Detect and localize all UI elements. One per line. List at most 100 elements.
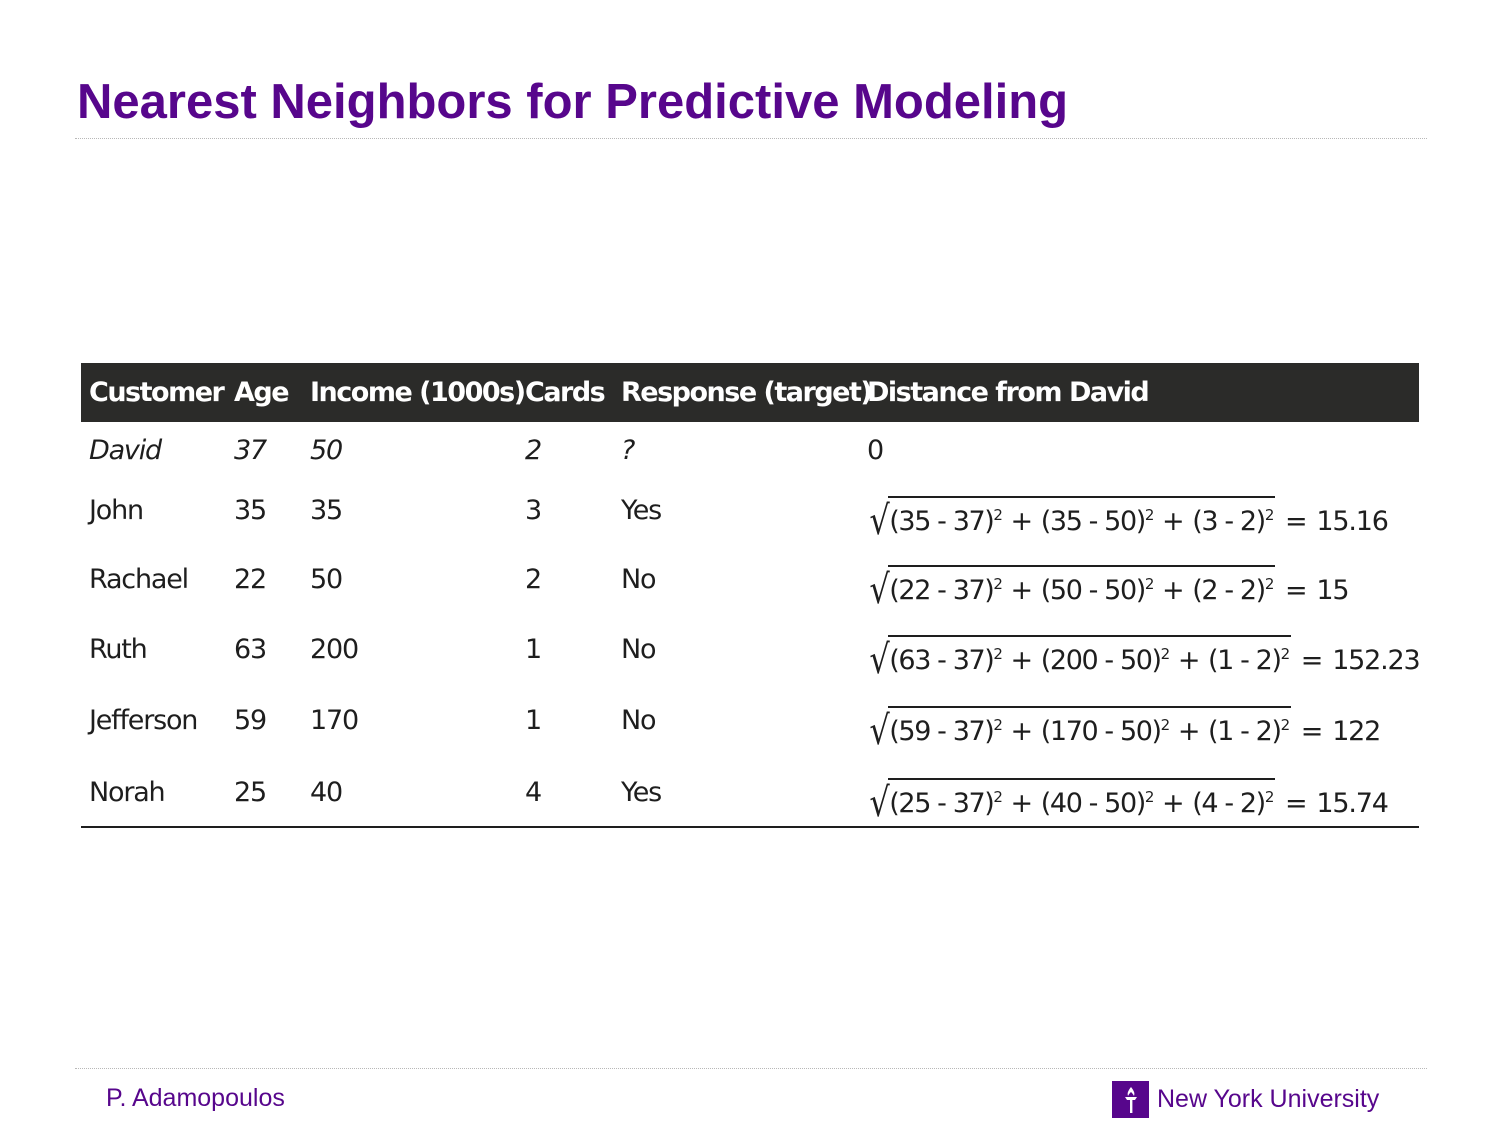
formula-exponent: 2 bbox=[1144, 787, 1155, 806]
cell-response: No bbox=[621, 633, 657, 665]
plus-sign: + bbox=[1010, 644, 1034, 676]
header-income: Income (1000s) bbox=[302, 363, 526, 422]
formula-exponent: 2 bbox=[1264, 574, 1275, 593]
cell-distance: √ (59 - 37)2 + (170 - 50)2 + (1 - 2)2 = 122 bbox=[859, 682, 1419, 758]
formula-result: = 122 bbox=[1300, 715, 1382, 749]
cell-distance: √ (22 - 37)2 + (50 - 50)2 + (2 - 2)2 = 15 bbox=[859, 542, 1419, 616]
cell-cards: 1 bbox=[525, 633, 542, 665]
plus-sign: + bbox=[1177, 644, 1201, 676]
square-root-icon: √ bbox=[869, 636, 889, 683]
table-row: Ruth 63 200 1 No √ (63 - 37)2 + (200 - 50)2 + (1 -… bbox=[81, 616, 1421, 683]
formula-exponent: 2 bbox=[1280, 715, 1291, 734]
formula-term: (63 - 37) bbox=[889, 644, 994, 676]
header-cards: Cards bbox=[517, 363, 613, 422]
cell-cards: 3 bbox=[525, 494, 542, 526]
formula-term: (2 - 2) bbox=[1192, 574, 1266, 606]
cell-age: 37 bbox=[234, 434, 267, 466]
distance-value: 15 bbox=[1316, 574, 1349, 606]
header-distance: Distance from David bbox=[859, 363, 1419, 422]
formula-exponent: 2 bbox=[1264, 505, 1275, 524]
title-divider bbox=[75, 138, 1427, 139]
slide-title: Nearest Neighbors for Predictive Modelin… bbox=[77, 75, 1069, 129]
cell-response: Yes bbox=[621, 494, 662, 526]
distance-table-container: Customer Age Income (1000s) Cards Respon… bbox=[81, 363, 1421, 828]
plus-sign: + bbox=[1010, 505, 1034, 537]
distance-formula: √ (25 - 37)2 + (40 - 50)2 + (4 - 2)2 = 15.74 bbox=[867, 777, 1389, 826]
formula-radicand: (25 - 37)2 + (40 - 50)2 + (4 - 2)2 bbox=[888, 777, 1275, 821]
distance-value: 152.23 bbox=[1332, 644, 1420, 676]
cell-customer: David bbox=[89, 434, 162, 466]
formula-exponent: 2 bbox=[1160, 715, 1171, 734]
plus-sign: + bbox=[1177, 715, 1201, 747]
formula-exponent: 2 bbox=[1280, 644, 1291, 663]
nyu-torch-icon bbox=[1112, 1081, 1149, 1118]
equals-sign: = bbox=[1284, 505, 1308, 537]
formula-term: (4 - 2) bbox=[1192, 787, 1266, 819]
table-row-query: David 37 50 2 ? 0 bbox=[81, 422, 1419, 478]
cell-response: ? bbox=[621, 434, 635, 466]
cell-customer: Rachael bbox=[89, 563, 189, 595]
formula-exponent: 2 bbox=[1144, 574, 1155, 593]
header-customer: Customer bbox=[81, 363, 226, 422]
formula-radicand: (22 - 37)2 + (50 - 50)2 + (2 - 2)2 bbox=[888, 564, 1275, 608]
plus-sign: + bbox=[1162, 574, 1185, 606]
cell-response: No bbox=[621, 563, 657, 595]
table-row: Norah 25 40 4 Yes √ (25 - 37)2 + (40 - 50)2 + (4 -… bbox=[81, 758, 1419, 828]
footer-institution: New York University bbox=[1112, 1081, 1379, 1118]
square-root-icon: √ bbox=[869, 707, 889, 754]
distance-table: Customer Age Income (1000s) Cards Respon… bbox=[81, 363, 1421, 828]
formula-term: (200 - 50) bbox=[1040, 644, 1162, 676]
cell-income: 40 bbox=[302, 758, 517, 828]
formula-exponent: 2 bbox=[993, 715, 1003, 734]
footer-author: P. Adamopoulos bbox=[106, 1084, 285, 1112]
cell-distance: √ (63 - 37)2 + (200 - 50)2 + (1 - 2)2 = 152.23 bbox=[859, 616, 1421, 683]
distance-formula: √ (22 - 37)2 + (50 - 50)2 + (2 - 2)2 = 15 bbox=[867, 564, 1350, 613]
plus-sign: + bbox=[1162, 505, 1185, 537]
distance-formula: √ (35 - 37)2 + (35 - 50)2 + (3 - 2)2 = 15.16 bbox=[867, 495, 1389, 544]
cell-age: 35 bbox=[234, 494, 267, 526]
formula-radicand: (63 - 37)2 + (200 - 50)2 + (1 - 2)2 bbox=[888, 634, 1291, 678]
formula-radicand: (35 - 37)2 + (35 - 50)2 + (3 - 2)2 bbox=[888, 495, 1275, 539]
cell-income: 170 bbox=[310, 704, 359, 736]
equals-sign: = bbox=[1300, 715, 1324, 747]
square-root-icon: √ bbox=[869, 566, 889, 613]
cell-income: 35 bbox=[310, 494, 343, 526]
cell-customer: Norah bbox=[81, 758, 226, 828]
cell-age: 22 bbox=[234, 563, 267, 595]
distance-value: 15.74 bbox=[1316, 787, 1389, 819]
cell-income: 200 bbox=[310, 633, 359, 665]
cell-age: 59 bbox=[234, 704, 267, 736]
formula-term: (35 - 50) bbox=[1040, 505, 1146, 537]
formula-exponent: 2 bbox=[993, 505, 1003, 524]
formula-term: (22 - 37) bbox=[889, 574, 994, 606]
formula-result: = 152.23 bbox=[1301, 644, 1421, 678]
plus-sign: + bbox=[1162, 787, 1185, 819]
plus-sign: + bbox=[1010, 715, 1034, 747]
cell-customer: Jefferson bbox=[89, 704, 198, 736]
formula-term: (35 - 37) bbox=[889, 505, 994, 537]
cell-distance: √ (25 - 37)2 + (40 - 50)2 + (4 - 2)2 = 15.74 bbox=[859, 758, 1419, 828]
cell-cards: 2 bbox=[525, 563, 542, 595]
formula-result: = 15.16 bbox=[1284, 505, 1389, 539]
formula-term: (170 - 50) bbox=[1040, 715, 1162, 747]
cell-response: No bbox=[621, 704, 657, 736]
cell-age: 63 bbox=[234, 633, 267, 665]
footer-divider bbox=[75, 1068, 1427, 1069]
cell-cards: 4 bbox=[517, 758, 613, 828]
formula-term: (3 - 2) bbox=[1192, 505, 1266, 537]
cell-customer: John bbox=[89, 494, 144, 526]
formula-term: (50 - 50) bbox=[1040, 574, 1146, 606]
formula-term: (40 - 50) bbox=[1040, 787, 1146, 819]
cell-distance: 0 bbox=[867, 434, 884, 466]
table-row: Jefferson 59 170 1 No √ (59 - 37)2 + (170 - 50)2… bbox=[81, 682, 1419, 758]
cell-age: 25 bbox=[226, 758, 302, 828]
formula-term: (1 - 2) bbox=[1208, 644, 1282, 676]
formula-result: = 15.74 bbox=[1285, 787, 1389, 821]
formula-exponent: 2 bbox=[993, 574, 1003, 593]
distance-value: 15.16 bbox=[1316, 505, 1389, 537]
plus-sign: + bbox=[1010, 787, 1034, 819]
formula-exponent: 2 bbox=[1144, 505, 1155, 524]
square-root-icon: √ bbox=[869, 779, 889, 826]
square-root-icon: √ bbox=[869, 497, 889, 544]
formula-term: (1 - 2) bbox=[1208, 715, 1282, 747]
